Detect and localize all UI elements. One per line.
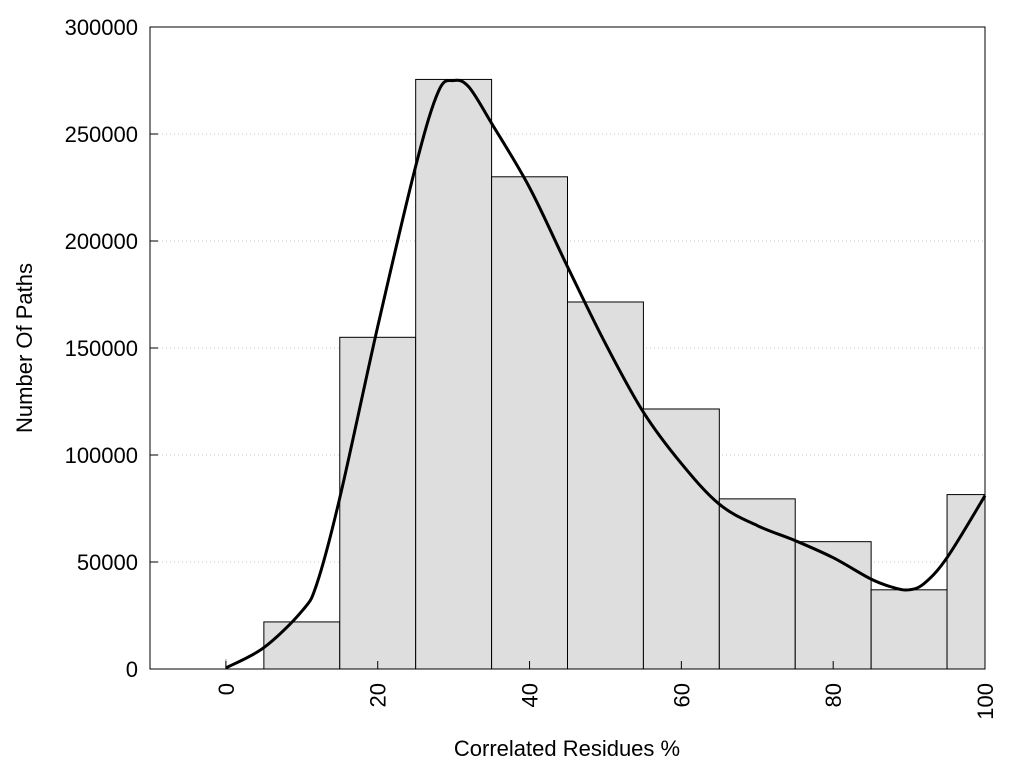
- y-tick-label: 150000: [65, 336, 138, 361]
- x-tick-label: 0: [214, 683, 239, 695]
- histogram-bar: [794, 541, 872, 670]
- x-tick-label: 60: [669, 683, 694, 707]
- density-curve: [225, 78, 987, 670]
- x-tick-label: 80: [821, 683, 846, 707]
- x-tick-label: 20: [366, 683, 391, 707]
- histogram-bar: [870, 589, 948, 670]
- histogram-bar: [263, 621, 341, 670]
- y-tick-label: 0: [126, 657, 138, 682]
- histogram-bar: [567, 301, 644, 670]
- x-axis-label: Correlated Residues %: [454, 736, 680, 761]
- y-tick-label: 300000: [65, 15, 138, 40]
- y-axis-ticks: 0 50000 100000 150000 200000 250000 300000: [65, 15, 158, 682]
- x-tick-label: 40: [518, 683, 543, 707]
- histogram-bar: [339, 336, 417, 670]
- histogram-bar: [946, 494, 986, 670]
- y-tick-label: 50000: [77, 550, 138, 575]
- x-tick-label: 100: [973, 683, 998, 720]
- y-tick-label: 100000: [65, 443, 138, 468]
- y-tick-label: 250000: [65, 122, 138, 147]
- x-axis-ticks: 0 20 40 60 80 100: [214, 661, 998, 720]
- histogram-bar: [642, 408, 720, 670]
- histogram-bar: [491, 176, 568, 670]
- y-axis-label: Number Of Paths: [12, 263, 37, 433]
- bars-group: [225, 78, 986, 670]
- y-tick-label: 200000: [65, 229, 138, 254]
- histogram-bar: [415, 78, 493, 670]
